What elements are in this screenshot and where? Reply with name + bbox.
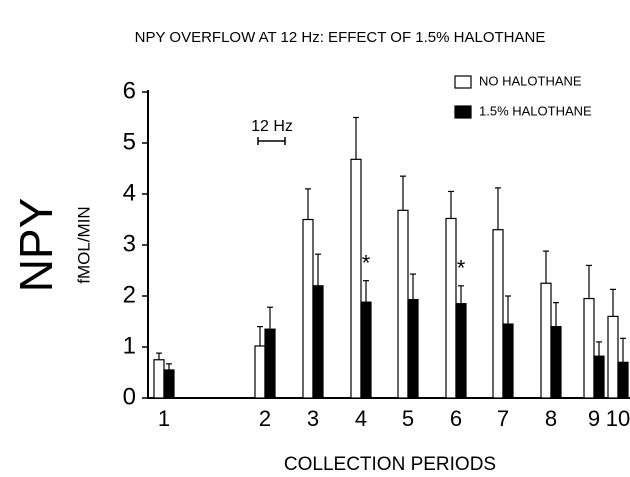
bar [607, 315, 619, 399]
x-tick-label: 1 [158, 406, 170, 431]
x-tick-label: 2 [259, 406, 271, 431]
bar [407, 298, 419, 399]
y-tick-label: 5 [123, 128, 136, 155]
bar [492, 229, 504, 399]
y-axis-unit: fMOL/MIN [74, 206, 93, 283]
bar [583, 297, 595, 399]
y-tick-label: 2 [123, 281, 136, 308]
bar [312, 285, 324, 399]
x-tick-label: 7 [497, 406, 509, 431]
bar [397, 209, 409, 399]
legend-swatch [454, 105, 472, 119]
bar [360, 301, 372, 399]
bar [264, 328, 276, 399]
bar [163, 369, 175, 399]
x-axis-title: COLLECTION PERIODS [284, 454, 496, 475]
y-axis-title: NPY [10, 198, 62, 293]
y-tick-label: 6 [123, 77, 136, 104]
bar [153, 359, 165, 399]
bar [540, 282, 552, 399]
legend-label: NO HALOTHANE [479, 73, 582, 88]
annotation: * [457, 256, 466, 281]
x-tick-label: 8 [545, 406, 557, 431]
bar [350, 158, 362, 399]
chart-title: NPY OVERFLOW AT 12 Hz: EFFECT OF 1.5% HA… [135, 29, 546, 46]
annotation: * [362, 251, 371, 276]
y-tick-label: 1 [123, 332, 136, 359]
x-tick-label: 5 [402, 406, 414, 431]
x-tick-label: 6 [450, 406, 462, 431]
bar [455, 303, 467, 399]
bar [254, 345, 266, 399]
stimulus-label: 12 Hz [251, 118, 293, 135]
x-tick-label: 3 [307, 406, 319, 431]
bar [617, 361, 629, 399]
x-tick-label: 10 [606, 406, 630, 431]
bar [445, 217, 457, 399]
bar [502, 323, 514, 399]
bar [550, 326, 562, 399]
y-tick-label: 4 [123, 179, 136, 206]
legend-swatch [454, 75, 472, 89]
x-tick-label: 4 [355, 406, 367, 431]
bar [302, 218, 314, 399]
legend-label: 1.5% HALOTHANE [479, 103, 592, 118]
x-tick-label: 9 [588, 406, 600, 431]
y-tick-label: 3 [123, 230, 136, 257]
y-tick-label: 0 [123, 383, 136, 410]
stimulus-bar [257, 137, 286, 145]
bar [593, 355, 605, 399]
